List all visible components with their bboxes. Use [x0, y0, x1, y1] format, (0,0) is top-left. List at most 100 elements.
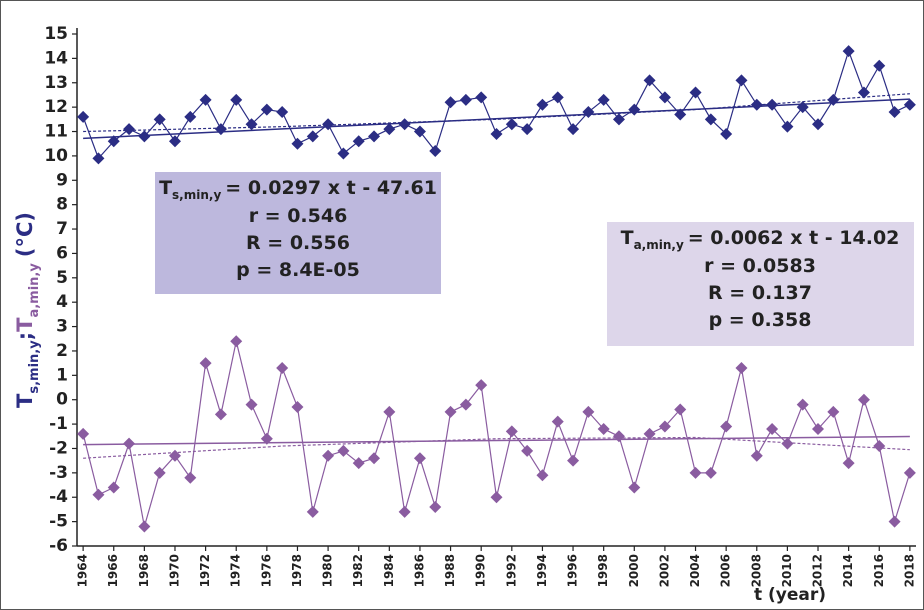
marker [612, 113, 625, 126]
marker [582, 405, 595, 418]
marker [245, 118, 258, 131]
annotation-equation: Ta,min,y = 0.0062 x t - 14.02 [621, 227, 900, 252]
annotation-sub: s,min,y [172, 188, 221, 202]
marker [597, 93, 610, 106]
marker [291, 137, 304, 150]
marker [658, 420, 671, 433]
x-tick-label: 1990 [474, 554, 488, 587]
y-tick-label: 8 [56, 195, 68, 215]
x-tick-label: 2016 [872, 554, 886, 587]
marker [643, 427, 656, 440]
x-tick-label: 1964 [76, 554, 90, 587]
marker [199, 357, 212, 370]
x-tick-label: 2010 [780, 554, 794, 587]
marker [888, 515, 901, 528]
marker [903, 466, 916, 479]
x-tick-label: 1970 [167, 554, 181, 587]
x-tick-label: 1980 [321, 554, 335, 587]
marker [796, 398, 809, 411]
y-label-sep: ; [13, 332, 37, 340]
x-tick-label: 2006 [719, 554, 733, 587]
marker [398, 505, 411, 518]
marker [276, 106, 289, 119]
x-tick-label: 2002 [657, 554, 671, 587]
annotation-eq: = 0.0297 x t - 47.61 [225, 177, 437, 199]
marker [536, 469, 549, 482]
marker [781, 437, 794, 450]
y-tick-label: 14 [44, 48, 68, 68]
y-tick-label: 10 [44, 146, 68, 166]
y-tick-label: 11 [44, 122, 68, 142]
marker [306, 130, 319, 143]
y-tick-label: 6 [56, 243, 68, 263]
x-tick-label: 1996 [566, 554, 580, 587]
x-tick-label: 2012 [811, 554, 825, 587]
marker [291, 401, 304, 414]
marker [214, 123, 227, 136]
y-tick-label: -2 [49, 438, 68, 458]
marker [230, 93, 243, 106]
marker [368, 130, 381, 143]
marker [521, 123, 534, 136]
marker [873, 440, 886, 453]
marker [138, 130, 151, 143]
marker [322, 449, 335, 462]
x-axis-label: t (year) [754, 585, 826, 605]
marker [107, 481, 120, 494]
annotation-stat: R = 0.137 [708, 282, 812, 304]
marker [827, 93, 840, 106]
marker [551, 415, 564, 428]
marker [475, 379, 488, 392]
marker [658, 91, 671, 104]
marker [459, 93, 472, 106]
marker [92, 488, 105, 501]
annotation-stat: p = 0.358 [709, 309, 812, 331]
marker [153, 466, 166, 479]
marker [750, 449, 763, 462]
marker [536, 98, 549, 111]
y-label-symbol: T [13, 317, 37, 332]
annotation-symbol: T [159, 177, 172, 199]
marker [857, 86, 870, 99]
marker [766, 98, 779, 111]
x-tick-label: 2000 [627, 554, 641, 587]
marker [505, 425, 518, 438]
annotation-stat: p = 8.4E-05 [236, 259, 360, 281]
marker [521, 444, 534, 457]
x-tick-label: 1978 [290, 554, 304, 587]
marker [92, 152, 105, 165]
y-tick-label: -1 [49, 414, 68, 434]
marker [689, 86, 702, 99]
marker [138, 520, 151, 533]
trend-smooth [83, 436, 910, 459]
marker [567, 454, 580, 467]
y-tick-label: 5 [56, 268, 68, 288]
marker [337, 444, 350, 457]
marker [260, 103, 273, 116]
y-tick-label: 0 [56, 390, 68, 410]
annotation-stat: r = 0.546 [249, 205, 348, 227]
marker [184, 110, 197, 123]
marker [429, 145, 442, 158]
marker [260, 432, 273, 445]
marker [735, 362, 748, 375]
marker [735, 74, 748, 87]
annotation-stat: r = 0.0583 [704, 255, 816, 277]
x-tick-label: 1992 [504, 554, 518, 587]
x-tick-label: 1974 [229, 554, 243, 587]
y-tick-label: 15 [44, 24, 68, 44]
x-tick-label: 1982 [351, 554, 365, 587]
y-tick-label: 13 [44, 73, 68, 93]
marker [857, 393, 870, 406]
y-tick-label: 4 [56, 292, 68, 312]
marker [352, 135, 365, 148]
marker [597, 422, 610, 435]
marker [413, 452, 426, 465]
marker [704, 466, 717, 479]
marker [429, 500, 442, 513]
marker [77, 110, 90, 123]
y-tick-label: 3 [56, 317, 68, 337]
marker [842, 45, 855, 58]
marker [459, 398, 472, 411]
marker [276, 362, 289, 375]
